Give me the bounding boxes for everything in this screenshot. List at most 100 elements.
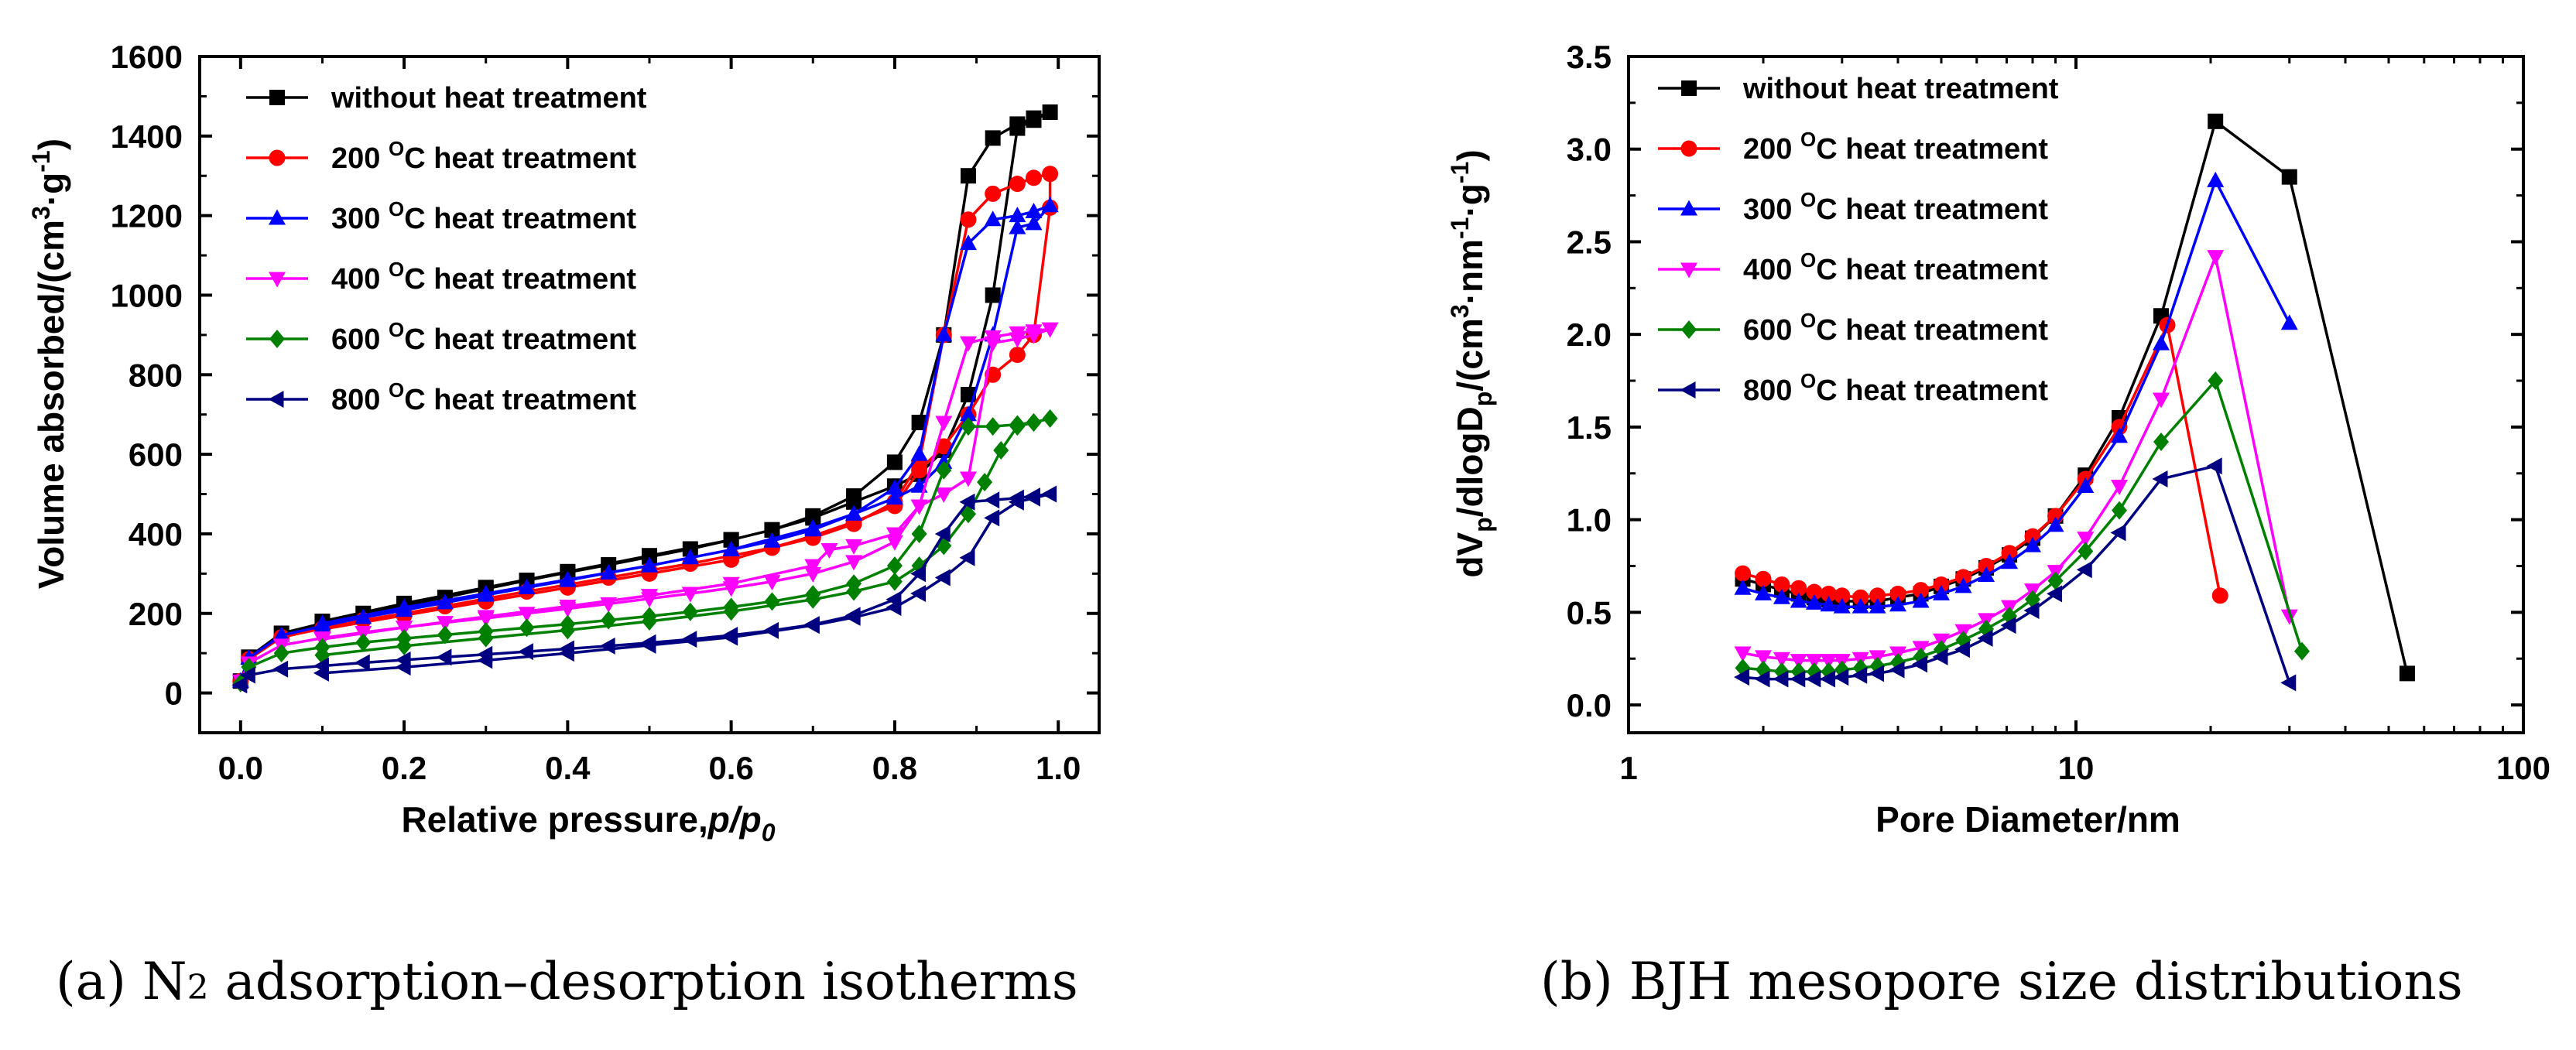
data-point [2280,609,2298,625]
legend-marker [1680,200,1697,216]
data-point [355,633,372,652]
data-point [436,593,454,610]
legend-rest: C heat treatment [404,263,636,296]
legend-degree: O [389,137,404,160]
legend-rest: C heat treatment [1816,375,2048,407]
data-point [2211,587,2228,604]
data-point [1805,593,1823,610]
data-point [437,625,453,645]
data-point [396,598,413,614]
data-point [1009,332,1026,348]
data-point [911,462,928,479]
legend-label: 200 OC heat treatment [331,137,636,175]
data-point [478,628,494,648]
series-line [239,492,1052,686]
data-point [2001,545,2018,562]
series-line [1742,379,2304,673]
data-point [1790,592,1807,608]
data-point [762,621,779,639]
data-point [960,417,976,436]
legend-marker [268,391,284,408]
data-point [1773,576,1790,593]
legend-degree: O [1800,248,1816,272]
chart-a-y-axis-label: Volume absorbed/(cm3·g-1) [27,139,71,589]
caption-b: (b) BJH mesopore size distributions [1540,952,2463,1011]
data-point [600,597,618,613]
caption-a-subscript: 2 [187,968,209,1007]
legend-degree: O [389,318,404,341]
data-point [1933,584,1951,600]
data-point [910,445,928,461]
x-tick-label: 10 [2058,750,2095,786]
data-point [1734,579,1752,595]
y-tick-label: 1600 [111,39,183,75]
data-point [519,618,535,638]
legend-rest: C heat treatment [1816,254,2048,286]
series-5 [1734,457,2297,692]
data-point [960,211,977,228]
data-point [642,548,657,564]
legend-label: 600 OC heat treatment [331,318,636,356]
legend-label: 400 OC heat treatment [1743,248,2048,286]
legend-degree: O [1800,369,1816,392]
data-point [1042,104,1058,120]
data-point [1805,654,1823,670]
data-point [2111,480,2129,496]
data-point [984,336,1002,352]
data-point [1833,597,1851,614]
data-point [1754,670,1770,688]
series-line [1742,179,2291,608]
data-point [231,676,248,694]
data-point [2077,477,2095,494]
x-tick-label: 1.0 [1036,750,1081,786]
legend-label: without heat treatment [331,82,647,115]
data-point [477,584,495,600]
data-point [959,493,975,511]
data-point [396,636,413,655]
data-point [911,414,927,430]
legend-rest: C heat treatment [404,323,636,356]
data-point [239,666,255,684]
data-point [1889,661,1905,679]
series-3 [1734,250,2298,670]
data-point [1041,485,1057,503]
data-point [722,576,740,593]
legend-rest: C heat treatment [1816,133,2048,166]
data-point [1009,417,1026,436]
y-tick-label: 2.5 [1567,224,1612,260]
data-point [1954,641,1970,658]
data-point [984,210,1002,227]
data-point [959,405,977,422]
legend-marker [269,330,285,348]
legend-temp: 600 [331,323,389,356]
legend-marker [1680,262,1697,279]
data-point [985,287,1001,303]
data-point [1026,412,1042,432]
data-point [2152,470,2168,487]
data-point [2111,427,2129,443]
data-point [2207,250,2225,266]
data-point [1025,169,1042,186]
data-point [1869,597,1886,614]
data-point [2280,314,2298,330]
data-point [1773,670,1789,688]
data-point [1889,596,1906,612]
x-tick-label: 0.6 [708,750,753,786]
series-line [1742,255,2291,662]
data-point [2078,542,2094,561]
legend-marker [269,90,285,105]
data-point [803,617,820,634]
data-point [313,664,329,682]
data-point [640,636,656,654]
data-point [1790,670,1806,688]
data-point [642,612,657,631]
y-tick-label: 0.0 [1567,687,1612,723]
data-point [2293,641,2310,661]
data-point [804,559,822,575]
data-point [993,440,1009,460]
data-point [1024,489,1040,507]
data-point [1009,347,1026,364]
legend-marker [269,149,286,166]
